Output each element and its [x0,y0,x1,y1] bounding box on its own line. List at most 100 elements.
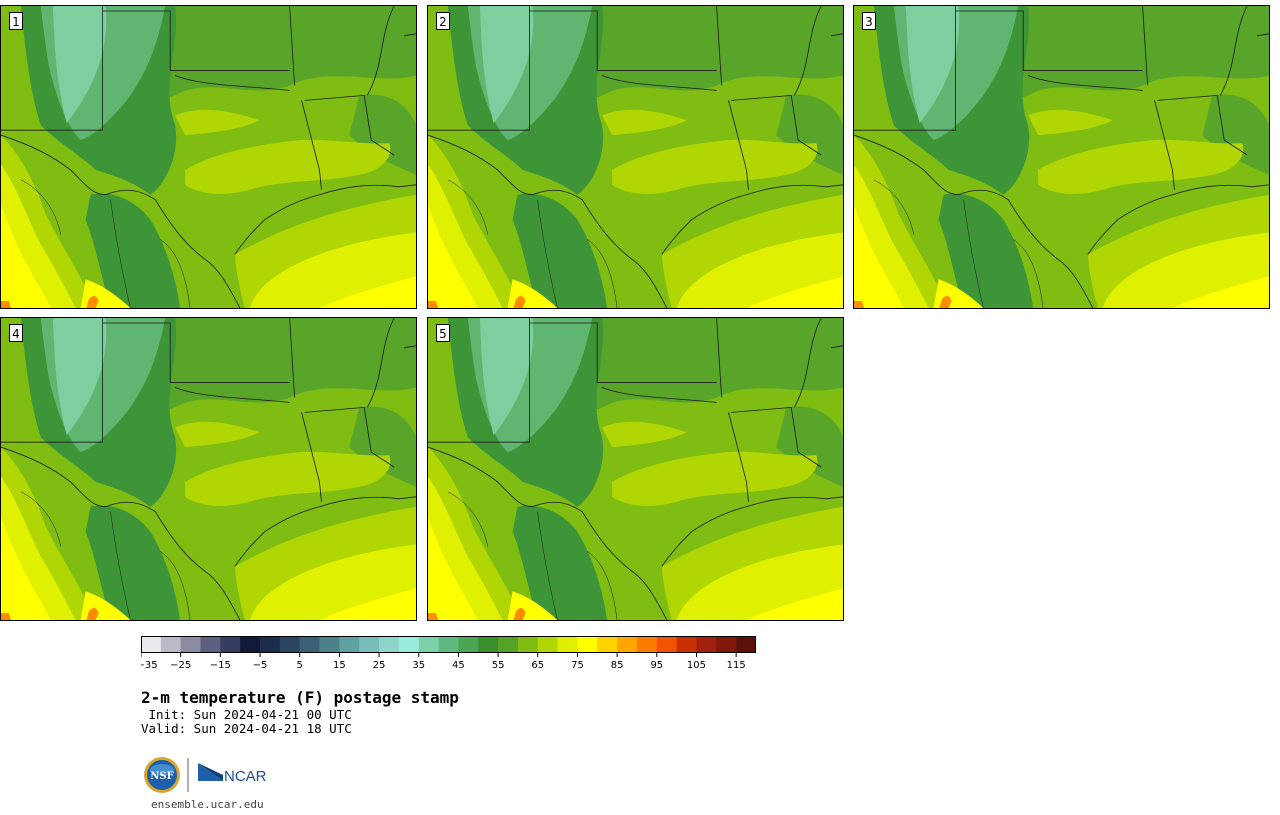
map-panel-2: 2 [427,5,844,309]
temperature-zone [1,516,51,620]
init-time: Init: Sun 2024-04-21 00 UTC [141,707,352,722]
footer-url: ensemble.ucar.edu [151,798,264,811]
colorbar-border [141,636,756,653]
colorbar-swatch [299,636,320,653]
temperature-map [428,318,843,620]
temperature-zone [612,451,818,506]
colorbar-tick-label: 85 [611,660,624,671]
colorbar-tick-label: 15 [333,660,346,671]
colorbar-tick-label: −15 [210,660,231,671]
colorbar-swatch [537,636,558,653]
colorbar-tick-label: 95 [650,660,663,671]
colorbar-swatch [141,636,162,653]
state-border [716,6,722,86]
state-border [289,318,295,398]
temperature-zone [428,204,478,308]
temperature-zone [175,421,260,448]
temperature-zone [185,451,391,506]
member-label: 1 [9,12,23,30]
colorbar-swatch [736,636,756,653]
valid-time: Valid: Sun 2024-04-21 18 UTC [141,721,352,736]
county-border [873,179,914,235]
hot-spot [1,301,11,308]
state-border [234,184,416,255]
state-border [234,496,416,567]
member-label: 2 [436,12,450,30]
state-border [728,100,749,190]
colorbar-tick-label: 45 [452,660,465,671]
state-border [428,6,530,131]
state-border [1157,94,1248,156]
colorbar-swatch [656,636,677,653]
county-border [587,551,618,620]
state-border [301,100,322,190]
colorbar-swatch [557,636,578,653]
hot-spot [939,296,952,308]
state-border [102,322,171,383]
county-border [1013,239,1044,308]
temperature-zone [1172,276,1269,308]
state-border [602,75,717,91]
state-border [661,496,843,567]
colorbar-swatch [279,636,301,653]
hot-spot [428,301,438,308]
temperature-zone [185,139,391,194]
temperature-zone [602,421,687,448]
state-border [728,412,749,502]
colorbar-swatch [220,636,241,653]
member-label: 4 [9,324,23,342]
state-border [366,6,395,96]
state-border [854,134,1094,308]
nsf-ncar-logo: NSF NCAR [144,757,267,793]
colorbar-swatch [676,636,697,653]
colorbar-swatch [577,636,598,653]
colorbar-swatch [200,636,221,653]
county-border [20,179,61,235]
state-border [1,134,241,308]
colorbar-swatch [160,636,181,653]
state-border [955,10,1024,71]
temperature-map [854,6,1269,308]
colorbar-swatch [240,636,261,653]
county-border [110,511,131,620]
hot-spot [86,608,99,620]
temperature-map [428,6,843,308]
colorbar-tick-label: 25 [373,660,386,671]
state-border [731,94,822,156]
state-border [1,318,103,443]
state-border [602,387,717,403]
colorbar-swatch [398,636,420,653]
colorbar-swatch [458,636,479,653]
county-border [587,239,618,308]
temperature-zone [479,318,534,436]
colorbar-swatch [617,636,638,653]
temperature-zone [1028,109,1113,136]
colorbar-swatch [339,636,360,653]
temperature-map [1,318,416,620]
colorbar-tick-label: 75 [571,660,584,671]
hot-spot [513,608,526,620]
state-border [403,345,416,349]
county-border [160,551,191,620]
colorbar-tick-label: 115 [727,660,746,671]
temperature-zone [746,588,843,620]
temperature-zone [130,6,416,99]
hot-spot [1,613,11,620]
state-border [731,406,822,468]
state-border [1087,184,1269,255]
colorbar-tick-label: −5 [253,660,268,671]
state-border [304,406,395,468]
member-label: 5 [436,324,450,342]
temperature-zone [854,204,904,308]
state-border [175,75,290,91]
temperature-zone [1202,94,1269,175]
state-border [1256,33,1269,37]
colorbar-tick-label: 65 [531,660,544,671]
temperature-zone [512,193,608,308]
state-border [529,10,598,71]
colorbar-swatch [379,636,400,653]
state-border [1,446,241,620]
map-panel-3: 3 [853,5,1270,309]
colorbar-swatch [636,636,658,653]
colorbar-swatch [260,636,281,653]
